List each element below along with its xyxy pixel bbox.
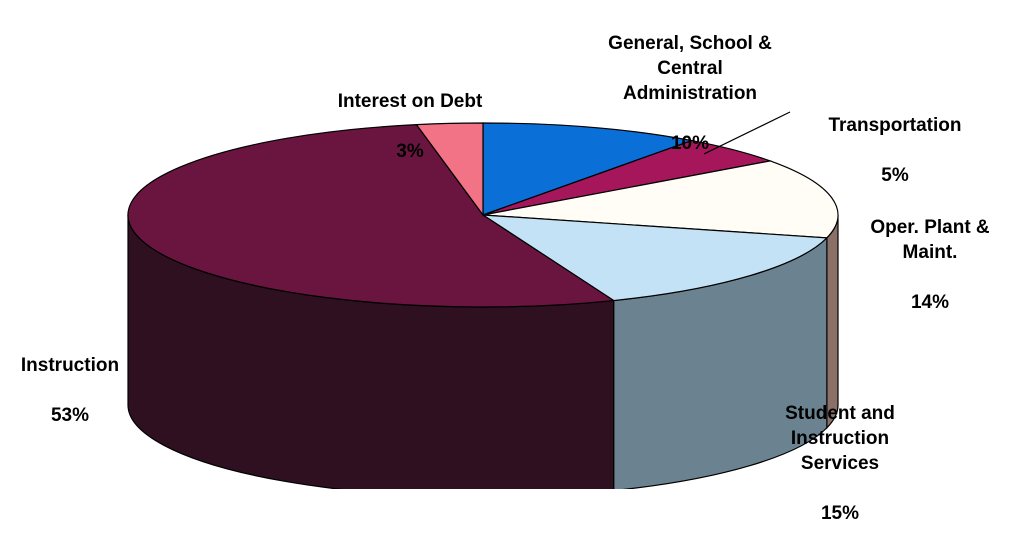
pie-slice-3 [480,214,829,302]
pie-chart: General, School & Central Administration… [20,33,990,524]
label-student-services: Student and Instruction Services 15% [785,403,895,524]
pie-chart-svg [127,111,839,489]
label-interest-on-debt: Interest on Debt 3% [337,91,483,162]
label-general-admin: General, School & Central Administration… [608,33,772,154]
label-instruction: Instruction 53% [20,355,120,426]
pie-slice-2 [482,160,839,239]
pie-slice-0 [482,122,694,216]
leader-lines [703,111,791,155]
label-transportation: Transportation 5% [828,115,962,186]
pie-slices [127,122,839,308]
leader-line-transportation [703,111,791,155]
pie-slice-4 [127,124,616,308]
pie-slice-5 [415,122,484,217]
label-oper-plant: Oper. Plant & Maint. 14% [870,217,990,313]
